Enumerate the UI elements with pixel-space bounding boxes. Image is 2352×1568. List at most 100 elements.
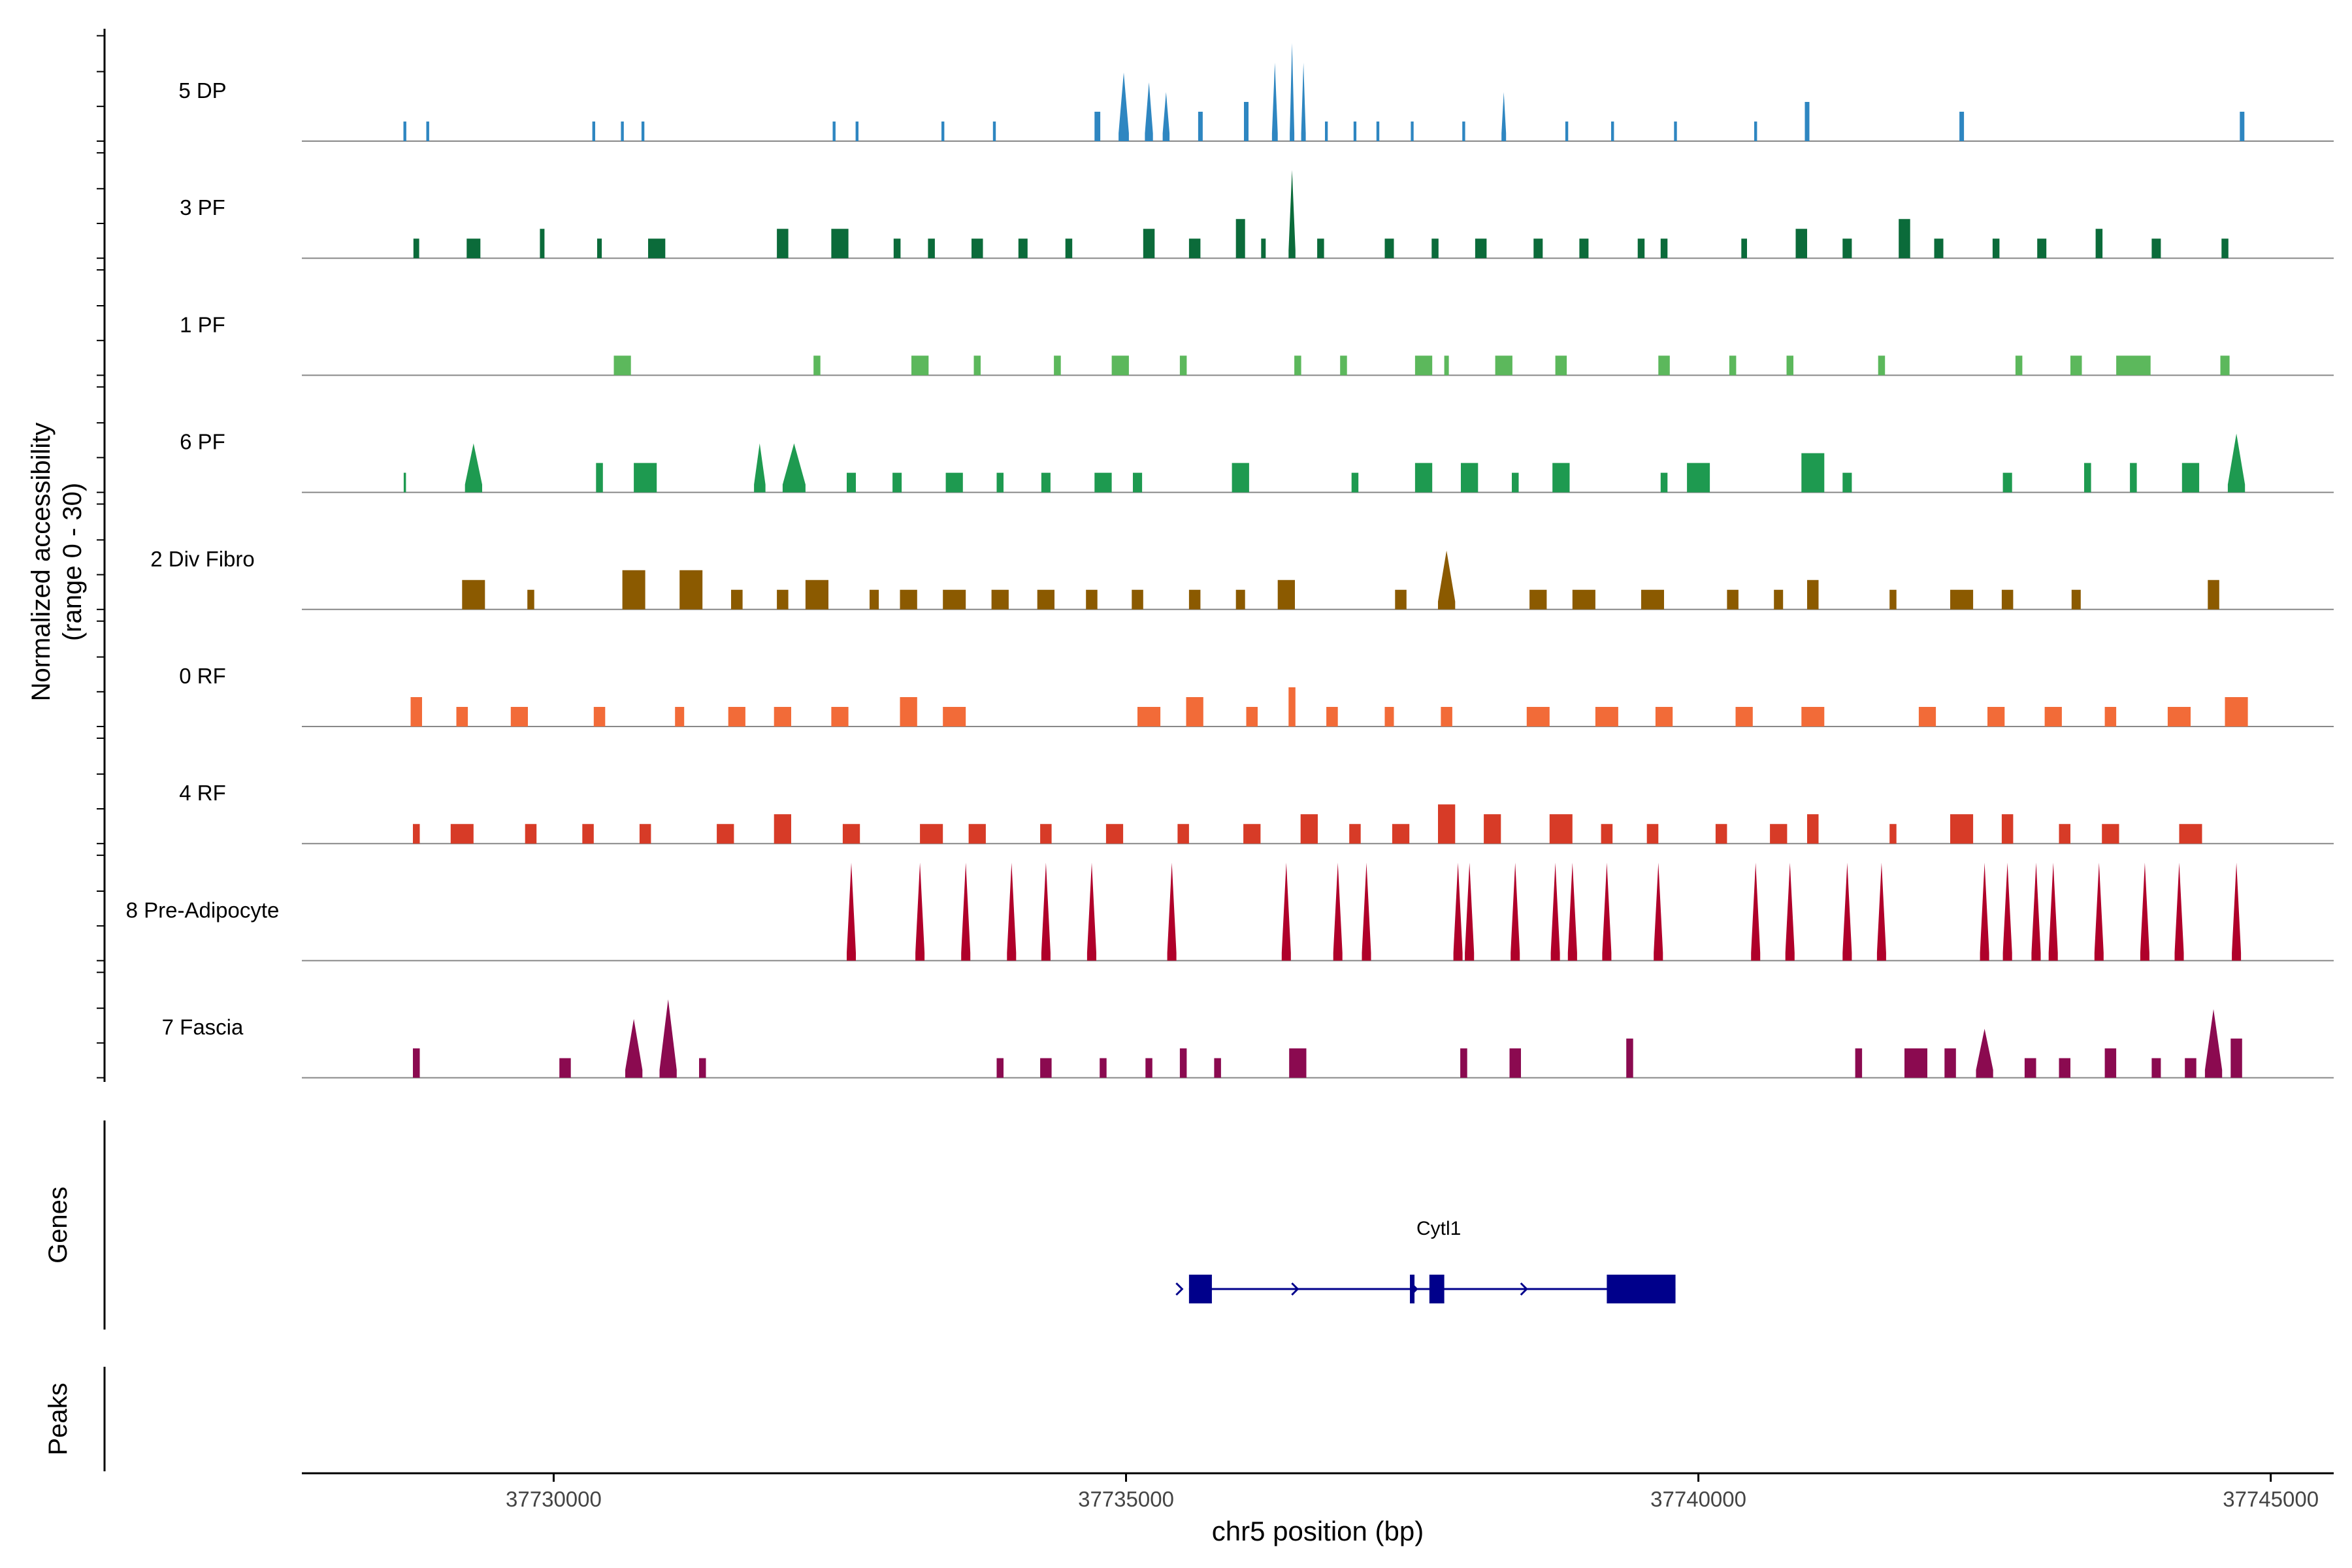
coverage-peak [1980,862,1989,961]
coverage-peak [1735,707,1753,727]
coverage-peak [1549,814,1573,844]
coverage-peak [1333,862,1343,961]
track-0-rf: 0 RF [179,664,2334,727]
coverage-peak [1555,355,1567,376]
coverage-peak [1674,122,1677,141]
coverage-peak [1567,862,1577,961]
coverage-peak [403,122,406,141]
coverage-peak [2220,355,2230,376]
coverage-peak [1987,707,2005,727]
coverage-peak [1186,697,1203,727]
coverage-peak [2104,707,2117,727]
coverage-peak [1992,238,2000,259]
coverage-peak [456,707,468,727]
coverage-peak [1198,112,1203,141]
coverage-peak [1495,355,1512,376]
coverage-peak [625,1019,643,1078]
coverage-peak [847,472,856,493]
track-8-pre-adipocyte: 8 Pre-Adipocyte [126,862,2334,962]
coverage-peak [2174,862,2184,961]
coverage-peak [728,707,745,727]
coverage-peak [1801,707,1825,727]
coverage-peak [2037,238,2047,259]
coverage-peak [774,814,791,844]
coverage-peak [900,589,917,610]
coverage-peak [2232,862,2242,961]
coverage-peak [731,589,743,610]
coverage-peak [679,570,703,610]
coverage-peak [1281,862,1291,961]
coverage-peak [870,589,879,610]
coverage-peak [466,238,481,259]
coverage-peak [1453,862,1463,961]
coverage-peak [1444,355,1449,376]
gene-exon [1429,1275,1445,1303]
coverage-peak [943,707,966,727]
coverage-peak [1944,1048,1956,1078]
coverage-peak [2015,355,2023,376]
coverage-peak [1325,122,1328,141]
track-label: 8 Pre-Adipocyte [126,898,280,922]
coverage-peak [540,229,545,259]
coverage-peak [1414,463,1433,493]
coverage-peak [1353,122,1357,141]
coverage-peak [915,862,925,961]
track-7-fascia: 7 Fascia [162,999,2334,1079]
coverage-peak [1899,219,1910,259]
coverage-peak [1976,1028,1993,1078]
coverage-peak [1317,238,1324,259]
coverage-peak [1300,814,1318,844]
track-label: 0 RF [179,664,226,688]
coverage-peak [1288,687,1296,727]
coverage-peak [847,862,856,961]
coverage-peak [527,589,534,610]
coverage-peak [582,824,594,844]
coverage-peak [1392,824,1410,844]
coverage-peak [2095,229,2103,259]
coverage-peak [2024,1058,2036,1078]
coverage-peak [1441,707,1452,727]
coverage-peak [1111,355,1129,376]
coverage-peak [1959,112,1965,141]
peaks-panel-label: Peaks [44,1382,73,1455]
coverage-peak [992,122,996,141]
coverage-peak [831,229,849,259]
coverage-peak [1041,862,1051,961]
coverage-peak [1086,589,1098,610]
track-2-div-fibro: 2 Div Fibro [150,547,2334,610]
coverage-peak [413,238,419,259]
coverage-peak [1132,589,1143,610]
genes-panel-label: Genes [44,1186,73,1264]
coverage-peak [1094,472,1112,493]
coverage-peak [2204,1009,2223,1078]
coverage-peak [1727,589,1739,610]
coverage-peak [1475,238,1487,259]
coverage-peak [1288,170,1296,259]
track-4-rf: 4 RF [179,781,2334,845]
coverage-peak [1137,707,1161,727]
gene-name-label: Cytl1 [1416,1218,1461,1239]
coverage-peak [426,122,429,141]
coverage-peak [1509,1048,1521,1078]
coverage-peak [2001,814,2014,844]
coverage-peak [2002,472,2012,493]
coverage-peak [961,862,971,961]
x-tick-label: 37745000 [2223,1487,2319,1511]
coverage-peak [1565,122,1569,141]
coverage-peak [2151,238,2161,259]
coverage-peak [613,355,631,376]
coverage-peak [1715,824,1727,844]
coverage-peak [1529,589,1547,610]
coverage-peak [1235,219,1245,259]
track-5-dp: 5 DP [178,43,2334,142]
coverage-peak [621,122,624,141]
coverage-peak [1119,73,1129,141]
coverage-peak [1294,355,1301,376]
coverage-peak [893,238,901,259]
coverage-peak [1167,862,1177,961]
coverage-peak [1054,355,1061,376]
coverage-peak [1290,43,1295,141]
coverage-peak [928,238,935,259]
coverage-peak [1465,862,1475,961]
coverage-peak [1770,824,1788,844]
